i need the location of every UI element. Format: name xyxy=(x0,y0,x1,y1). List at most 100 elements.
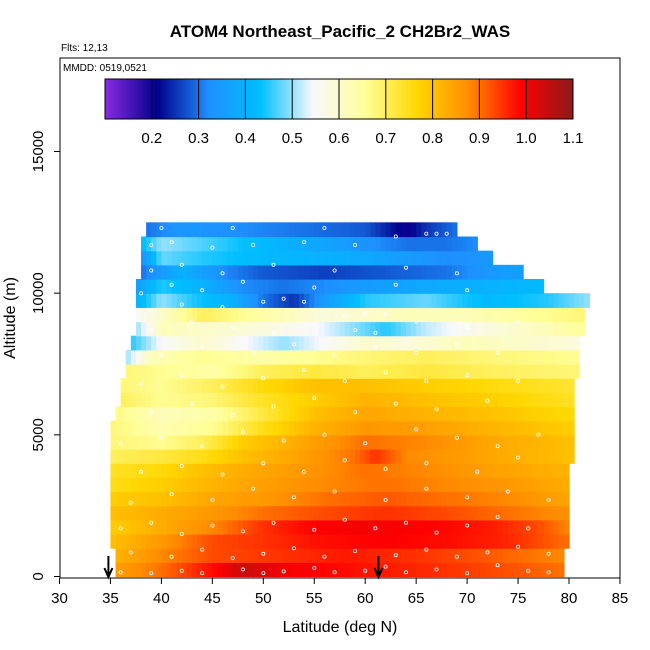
heatmap-cell xyxy=(263,392,269,408)
heatmap-cell xyxy=(558,449,565,464)
heatmap-cell xyxy=(181,364,188,379)
heatmap-cell xyxy=(120,562,127,578)
heatmap-cell xyxy=(181,293,188,308)
sample-point xyxy=(485,398,490,403)
heatmap-cell xyxy=(120,505,127,521)
heatmap-cell xyxy=(446,364,453,379)
heatmap-cell xyxy=(365,505,371,521)
heatmap-cell xyxy=(411,321,417,337)
heatmap-cell xyxy=(263,264,269,280)
heatmap-cell xyxy=(380,434,387,450)
heatmap-cell xyxy=(197,491,203,507)
heatmap-cell xyxy=(146,279,152,294)
heatmap-cell xyxy=(232,364,239,379)
heatmap-cell xyxy=(135,293,142,308)
heatmap-cell xyxy=(370,449,376,464)
heatmap-cell xyxy=(339,434,346,450)
heatmap-cell xyxy=(227,307,234,323)
heatmap-cell xyxy=(477,505,483,521)
heatmap-cell xyxy=(191,463,198,478)
heatmap-cell xyxy=(538,463,545,478)
heatmap-cell xyxy=(146,519,152,535)
heatmap-cell xyxy=(334,477,341,493)
heatmap-cell xyxy=(324,250,331,266)
heatmap-cell xyxy=(462,534,468,549)
heatmap-cell xyxy=(497,505,504,521)
heatmap-cell xyxy=(548,534,555,549)
heatmap-cell xyxy=(273,250,280,266)
heatmap-cell xyxy=(324,279,331,294)
heatmap-cell xyxy=(426,406,433,422)
heatmap-cell xyxy=(528,321,534,337)
heatmap-cell xyxy=(166,378,173,393)
heatmap-cell xyxy=(309,335,315,351)
y-tick-label: 10000 xyxy=(30,272,47,314)
sample-point xyxy=(383,370,388,375)
heatmap-cell xyxy=(482,491,489,507)
heatmap-cell xyxy=(191,434,198,450)
heatmap-cell xyxy=(411,491,417,507)
heatmap-cell xyxy=(125,491,132,507)
heatmap-cell xyxy=(533,392,540,408)
heatmap-cell xyxy=(462,236,468,252)
heatmap-cell xyxy=(436,335,443,351)
heatmap-cell xyxy=(212,420,219,436)
heatmap-cell xyxy=(186,505,193,521)
heatmap-cell xyxy=(161,236,168,252)
heatmap-cell xyxy=(431,463,438,478)
heatmap-cell xyxy=(395,562,402,578)
heatmap-cell xyxy=(314,349,320,365)
heatmap-cell xyxy=(472,505,478,521)
heatmap-cell xyxy=(553,505,560,521)
heatmap-cell xyxy=(421,264,427,280)
heatmap-cell xyxy=(436,293,443,308)
heatmap-cell xyxy=(456,335,463,351)
heatmap-cell xyxy=(380,293,387,308)
heatmap-cell xyxy=(360,250,366,266)
heatmap-cell xyxy=(171,364,178,379)
heatmap-cell xyxy=(528,279,534,294)
heatmap-cell xyxy=(375,463,382,478)
heatmap-cell xyxy=(421,534,427,549)
heatmap-cell xyxy=(237,222,244,238)
heatmap-cell xyxy=(395,519,402,535)
heatmap-cell xyxy=(426,222,433,238)
heatmap-cell xyxy=(227,434,234,450)
heatmap-cell xyxy=(431,349,438,365)
heatmap-cell xyxy=(258,491,264,507)
heatmap-cell xyxy=(324,335,331,351)
heatmap-cell xyxy=(324,392,331,408)
heatmap-cell xyxy=(339,534,346,549)
heatmap-cell xyxy=(258,477,264,493)
sample-point xyxy=(495,563,500,568)
heatmap-cell xyxy=(258,519,264,535)
heatmap-cell xyxy=(253,534,259,549)
heatmap-cell xyxy=(431,519,438,535)
heatmap-cell xyxy=(329,378,336,393)
heatmap-cell xyxy=(441,279,448,294)
heatmap-cell xyxy=(441,477,448,493)
heatmap-cell xyxy=(375,477,382,493)
heatmap-cell xyxy=(349,534,356,549)
heatmap-cell xyxy=(512,434,519,450)
heatmap-cell xyxy=(273,222,280,238)
heatmap-cell xyxy=(248,293,254,308)
heatmap-cell xyxy=(319,449,326,464)
heatmap-cell xyxy=(492,392,499,408)
heatmap-cell xyxy=(268,349,275,365)
heatmap-cell xyxy=(482,364,489,379)
heatmap-cell xyxy=(268,477,275,493)
x-axis: 30 35 40 45 50 55 60 65 70 75 80 85 xyxy=(51,578,628,607)
sample-point xyxy=(118,570,123,575)
sample-point xyxy=(271,404,276,409)
heatmap-cell xyxy=(176,548,183,563)
heatmap-cell xyxy=(451,222,458,238)
heatmap-cell xyxy=(227,477,234,493)
heatmap-cell xyxy=(446,378,453,393)
heatmap-cell xyxy=(110,420,117,436)
heatmap-cell xyxy=(222,519,229,535)
heatmap-cell xyxy=(365,349,371,365)
heatmap-cell xyxy=(181,434,188,450)
heatmap-cell xyxy=(518,264,524,280)
heatmap-cell xyxy=(507,562,514,578)
